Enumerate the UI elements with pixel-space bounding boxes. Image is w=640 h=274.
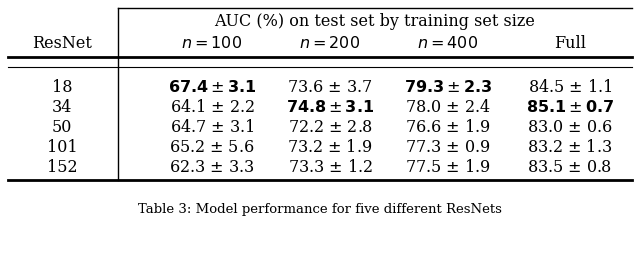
Text: $n = 100$: $n = 100$ — [181, 36, 243, 53]
Text: 78.0 $\pm$ 2.4: 78.0 $\pm$ 2.4 — [405, 98, 491, 116]
Text: 73.6 $\pm$ 3.7: 73.6 $\pm$ 3.7 — [287, 78, 372, 96]
Text: 72.2 $\pm$ 2.8: 72.2 $\pm$ 2.8 — [287, 118, 372, 136]
Text: 62.3 $\pm$ 3.3: 62.3 $\pm$ 3.3 — [169, 158, 255, 176]
Text: ResNet: ResNet — [32, 36, 92, 53]
Text: 64.1 $\pm$ 2.2: 64.1 $\pm$ 2.2 — [170, 98, 254, 116]
Text: 77.3 $\pm$ 0.9: 77.3 $\pm$ 0.9 — [405, 138, 491, 156]
Text: 101: 101 — [47, 138, 77, 156]
Text: 77.5 $\pm$ 1.9: 77.5 $\pm$ 1.9 — [405, 158, 491, 176]
Text: $\mathbf{74.8} \pm \mathbf{3.1}$: $\mathbf{74.8} \pm \mathbf{3.1}$ — [286, 98, 374, 116]
Text: Table 3: Model performance for five different ResNets: Table 3: Model performance for five diff… — [138, 204, 502, 216]
Text: 76.6 $\pm$ 1.9: 76.6 $\pm$ 1.9 — [405, 118, 491, 136]
Text: 73.2 $\pm$ 1.9: 73.2 $\pm$ 1.9 — [287, 138, 372, 156]
Text: $\mathbf{79.3} \pm \mathbf{2.3}$: $\mathbf{79.3} \pm \mathbf{2.3}$ — [404, 78, 492, 96]
Text: 18: 18 — [52, 78, 72, 96]
Text: 83.0 $\pm$ 0.6: 83.0 $\pm$ 0.6 — [527, 118, 613, 136]
Text: 64.7 $\pm$ 3.1: 64.7 $\pm$ 3.1 — [170, 118, 254, 136]
Text: $\mathbf{85.1} \pm \mathbf{0.7}$: $\mathbf{85.1} \pm \mathbf{0.7}$ — [526, 98, 614, 116]
Text: 152: 152 — [47, 158, 77, 176]
Text: 84.5 $\pm$ 1.1: 84.5 $\pm$ 1.1 — [528, 78, 612, 96]
Text: Full: Full — [554, 36, 586, 53]
Text: $n = 400$: $n = 400$ — [417, 36, 479, 53]
Text: $\mathbf{67.4} \pm \mathbf{3.1}$: $\mathbf{67.4} \pm \mathbf{3.1}$ — [168, 78, 256, 96]
Text: 83.5 $\pm$ 0.8: 83.5 $\pm$ 0.8 — [527, 158, 612, 176]
Text: 65.2 $\pm$ 5.6: 65.2 $\pm$ 5.6 — [170, 138, 255, 156]
Text: 50: 50 — [52, 118, 72, 136]
Text: AUC (%) on test set by training set size: AUC (%) on test set by training set size — [214, 13, 536, 30]
Text: $n = 200$: $n = 200$ — [300, 36, 360, 53]
Text: 34: 34 — [52, 98, 72, 116]
Text: 73.3 $\pm$ 1.2: 73.3 $\pm$ 1.2 — [288, 158, 372, 176]
Text: 83.2 $\pm$ 1.3: 83.2 $\pm$ 1.3 — [527, 138, 612, 156]
